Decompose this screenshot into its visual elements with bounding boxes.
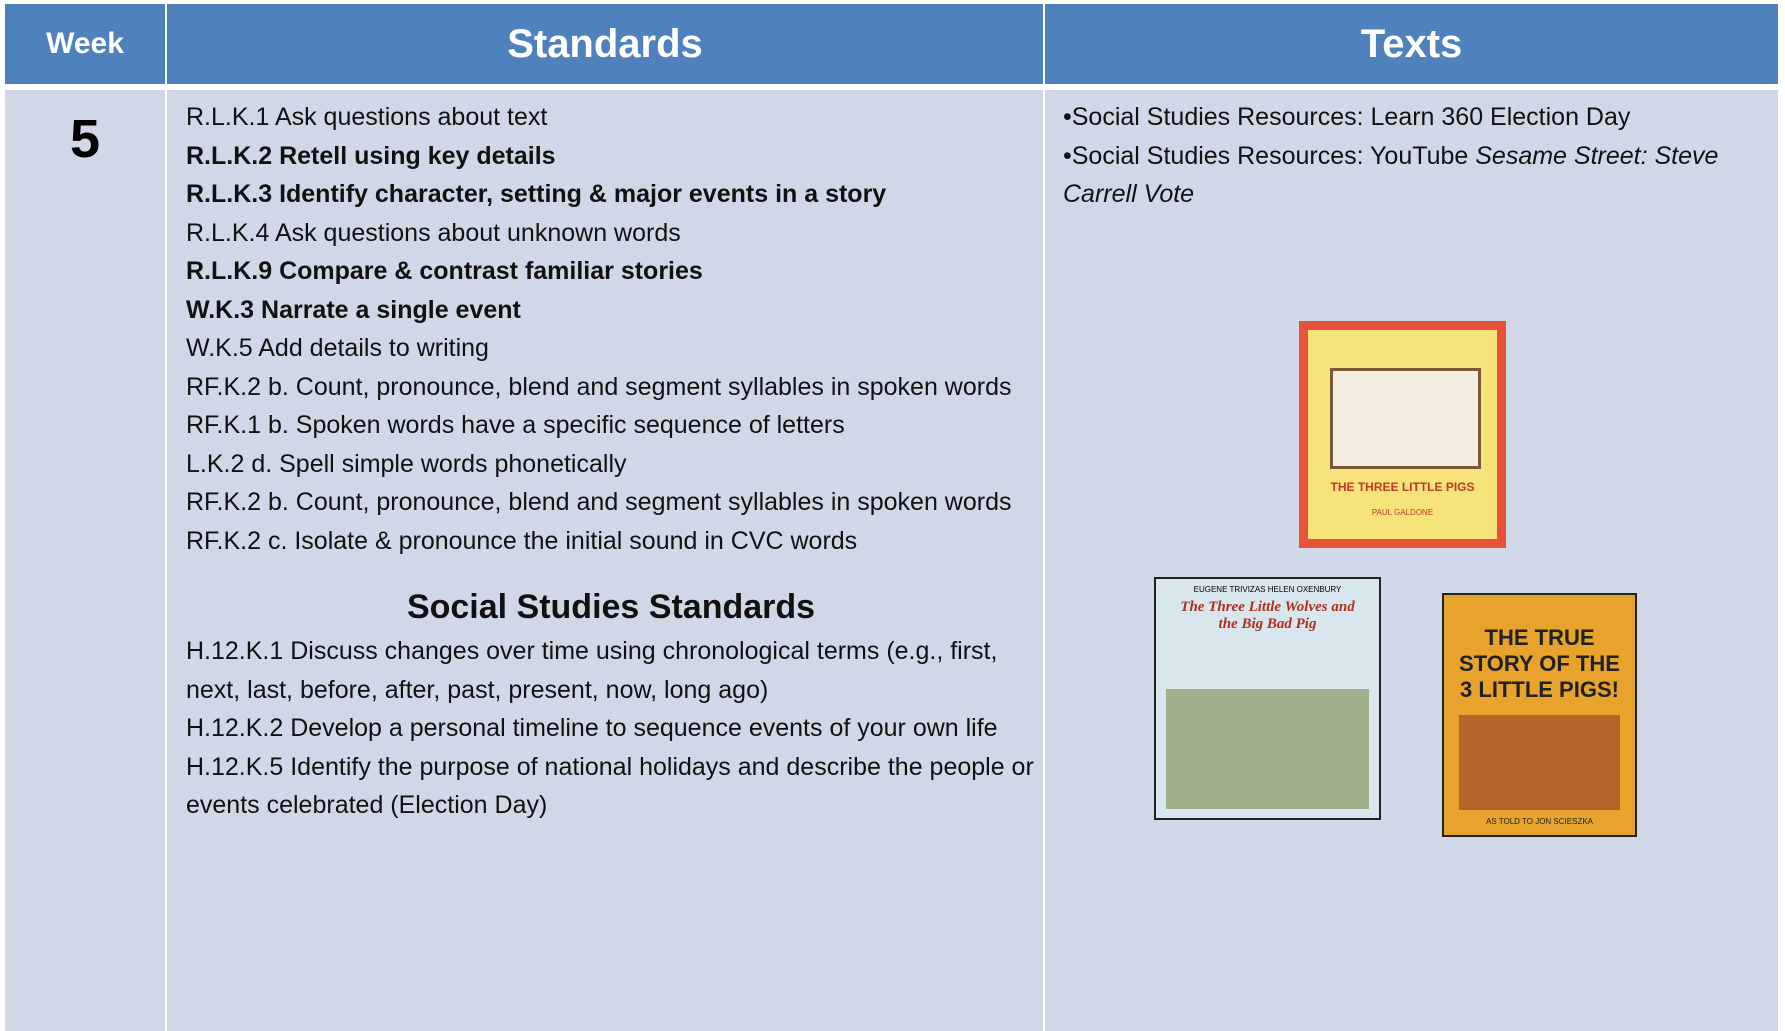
standard-item: R.L.K.4 Ask questions about unknown word… [186, 218, 681, 247]
header-texts: Texts [1045, 4, 1778, 84]
standard-item: R.L.K.2 Retell using key details [186, 141, 556, 170]
cover-inner: THE THREE LITTLE PIGS PAUL GALDONE [1308, 330, 1497, 539]
cover-picture [1166, 689, 1369, 809]
text-item: •Social Studies Resources: Learn 360 Ele… [1063, 98, 1763, 137]
standards-list: R.L.K.1 Ask questions about text R.L.K.2 … [186, 98, 1036, 825]
standards-cell: R.L.K.1 Ask questions about text R.L.K.2 … [167, 90, 1043, 1031]
cover-picture [1330, 368, 1481, 469]
book-cover: EUGENE TRIVIZAS HELEN OXENBURY The Three… [1154, 577, 1381, 820]
book-title: THE TRUE STORY OF THE 3 LITTLE PIGS! [1459, 625, 1620, 702]
standard-item: RF.K.2 b. Count, pronounce, blend and se… [186, 488, 1012, 516]
social-standard: H.12.K.5 Identify the purpose of nationa… [186, 752, 1034, 820]
section-title: Social Studies Standards [406, 588, 816, 626]
standard-item: W.K.5 Add details to writing [186, 334, 489, 362]
social-standard: H.12.K.2 Develop a personal timeline to … [186, 714, 998, 742]
standard-item: R.L.K.3 Identify character, setting & ma… [186, 180, 887, 208]
standard-item: RF.K.1 b. Spoken words have a specific s… [186, 411, 845, 439]
standard-item: RF.K.2 c. Isolate & pronounce the initia… [186, 526, 858, 555]
standard-item: R.L.K.9 Compare & contrast familiar stor… [186, 257, 703, 285]
texts-cell: •Social Studies Resources: Learn 360 Ele… [1045, 90, 1778, 1031]
text-item: •Social Studies Resources: YouTube Sesam… [1063, 137, 1763, 214]
text-label: •Social Studies Resources: Learn 360 Ele… [1063, 103, 1631, 131]
week-cell: 5 [5, 90, 165, 1031]
texts-list: •Social Studies Resources: Learn 360 Ele… [1063, 98, 1763, 214]
header-standards: Standards [167, 4, 1043, 84]
book-author: EUGENE TRIVIZAS HELEN OXENBURY [1193, 585, 1342, 594]
social-standard: H.12.K.1 Discuss changes over time using… [186, 637, 998, 704]
book-author: AS TOLD TO JON SCIESZKA [1486, 817, 1593, 826]
header-week: Week [5, 4, 165, 84]
week-number: 5 [69, 109, 101, 169]
book-cover: THE TRUE STORY OF THE 3 LITTLE PIGS! AS … [1442, 593, 1637, 837]
text-label: •Social Studies Resources: YouTube [1063, 141, 1476, 170]
standard-item: RF.K.2 b. Count, pronounce, blend and se… [186, 372, 1012, 401]
text-italic: Sesame Street: Steve Carrell Vote [1063, 141, 1719, 209]
standard-item: L.K.2 d. Spell simple words phonetically [186, 449, 627, 478]
cover-picture [1459, 715, 1620, 810]
standard-item: R.L.K.1 Ask questions about text [186, 103, 548, 131]
book-author: PAUL GALDONE [1371, 508, 1434, 517]
standard-item: W.K.3 Narrate a single event [186, 295, 521, 324]
book-title: The Three Little Wolves and the Big Bad … [1180, 599, 1355, 632]
book-cover: THE THREE LITTLE PIGS PAUL GALDONE [1299, 321, 1506, 548]
book-title: THE THREE LITTLE PIGS [1330, 480, 1475, 494]
